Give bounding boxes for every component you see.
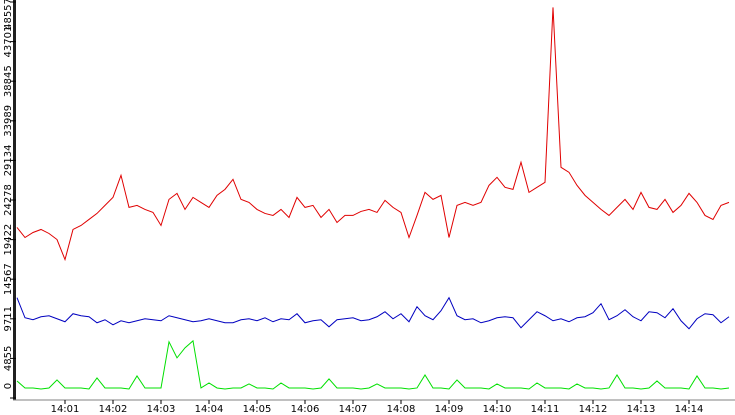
series-line <box>16 7 730 262</box>
x-tick-label: 14:12 <box>579 404 608 415</box>
series-line <box>16 296 730 330</box>
y-tick-label: 19422 <box>3 224 14 256</box>
x-tick-label: 14:11 <box>531 404 560 415</box>
x-tick-label: 14:13 <box>627 404 656 415</box>
y-tick-label: 4855 <box>3 346 14 371</box>
y-tick-label: 29134 <box>3 144 14 176</box>
x-tick-label: 14:06 <box>291 404 320 415</box>
y-tick-label: 43701 <box>3 26 14 58</box>
y-tick-label: 24278 <box>3 184 14 216</box>
x-tick-label: 14:02 <box>99 404 128 415</box>
x-tick-label: 14:07 <box>339 404 368 415</box>
y-tick-label: 14567 <box>3 263 14 295</box>
series-line <box>16 339 730 390</box>
y-tick-label: 48557 <box>3 0 14 30</box>
x-tick-label: 14:01 <box>51 404 80 415</box>
x-tick-label: 14:03 <box>147 404 176 415</box>
x-tick-label: 14:10 <box>483 404 512 415</box>
y-tick-label: 33989 <box>3 105 14 137</box>
x-tick-label: 14:14 <box>675 404 704 415</box>
x-tick-label: 14:04 <box>195 404 224 415</box>
x-tick-label: 14:09 <box>435 404 464 415</box>
y-tick-label: 0 <box>3 383 14 389</box>
y-tick-label: 9711 <box>3 306 14 331</box>
y-tick-label: 38845 <box>3 65 14 97</box>
x-tick-label: 14:08 <box>387 404 416 415</box>
x-tick-label: 14:05 <box>243 404 272 415</box>
